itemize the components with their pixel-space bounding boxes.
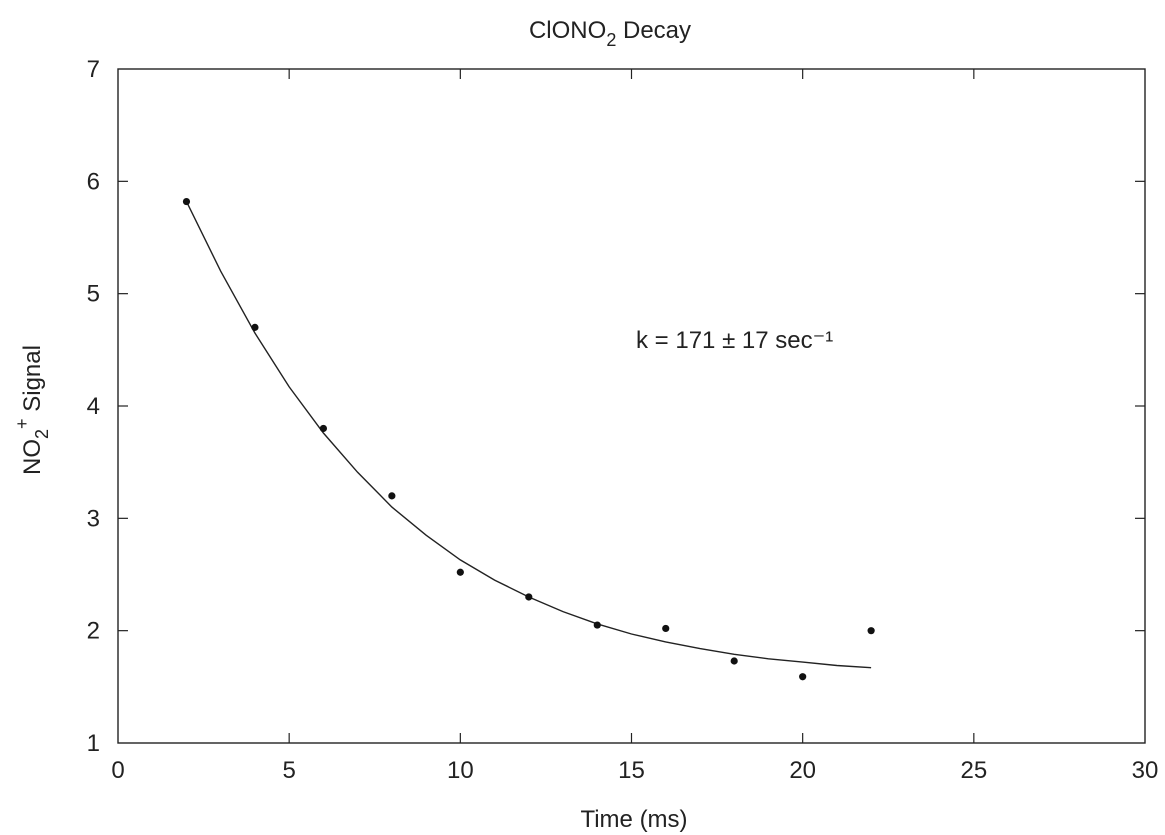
y-tick-label: 4: [87, 393, 100, 420]
y-tick-label: 2: [87, 618, 100, 645]
x-tick-label: 0: [111, 757, 124, 784]
data-point: [867, 627, 875, 635]
y-axis-label: NO2+ Signal: [12, 345, 52, 475]
data-point: [388, 492, 396, 500]
x-tick-label: 15: [618, 757, 645, 784]
chart-title: ClONO2 Decay: [529, 17, 691, 50]
data-point: [319, 424, 327, 433]
y-tick-label: 1: [87, 730, 100, 757]
plot-frame: [117, 68, 1146, 744]
y-tick-label: 6: [87, 168, 100, 195]
plot-border: [117, 68, 1146, 744]
x-axis-label: Time (ms): [580, 806, 687, 833]
rate-constant-annotation: k = 171 ± 17 sec⁻¹: [636, 327, 833, 354]
data-point: [456, 568, 464, 576]
data-point: [251, 323, 259, 331]
x-tick-label: 20: [789, 757, 816, 784]
tick-labels: 0 5 10 15 20 25 30 1 2 3 4 5 6 7: [87, 56, 1159, 784]
data-point: [662, 624, 670, 633]
data-points: [182, 197, 875, 681]
y-tick-label: 5: [87, 281, 100, 308]
x-tick-label: 30: [1132, 757, 1159, 784]
data-point: [525, 593, 533, 601]
y-tick-label: 7: [87, 56, 100, 83]
data-point: [593, 621, 601, 629]
x-tick-label: 25: [960, 757, 987, 784]
x-tick-label: 10: [447, 757, 474, 784]
axis-ticks: [118, 69, 1145, 743]
y-tick-label: 3: [87, 505, 100, 532]
x-tick-label: 5: [282, 757, 295, 784]
data-point: [182, 197, 191, 206]
data-point: [799, 673, 807, 681]
data-point: [730, 657, 738, 665]
